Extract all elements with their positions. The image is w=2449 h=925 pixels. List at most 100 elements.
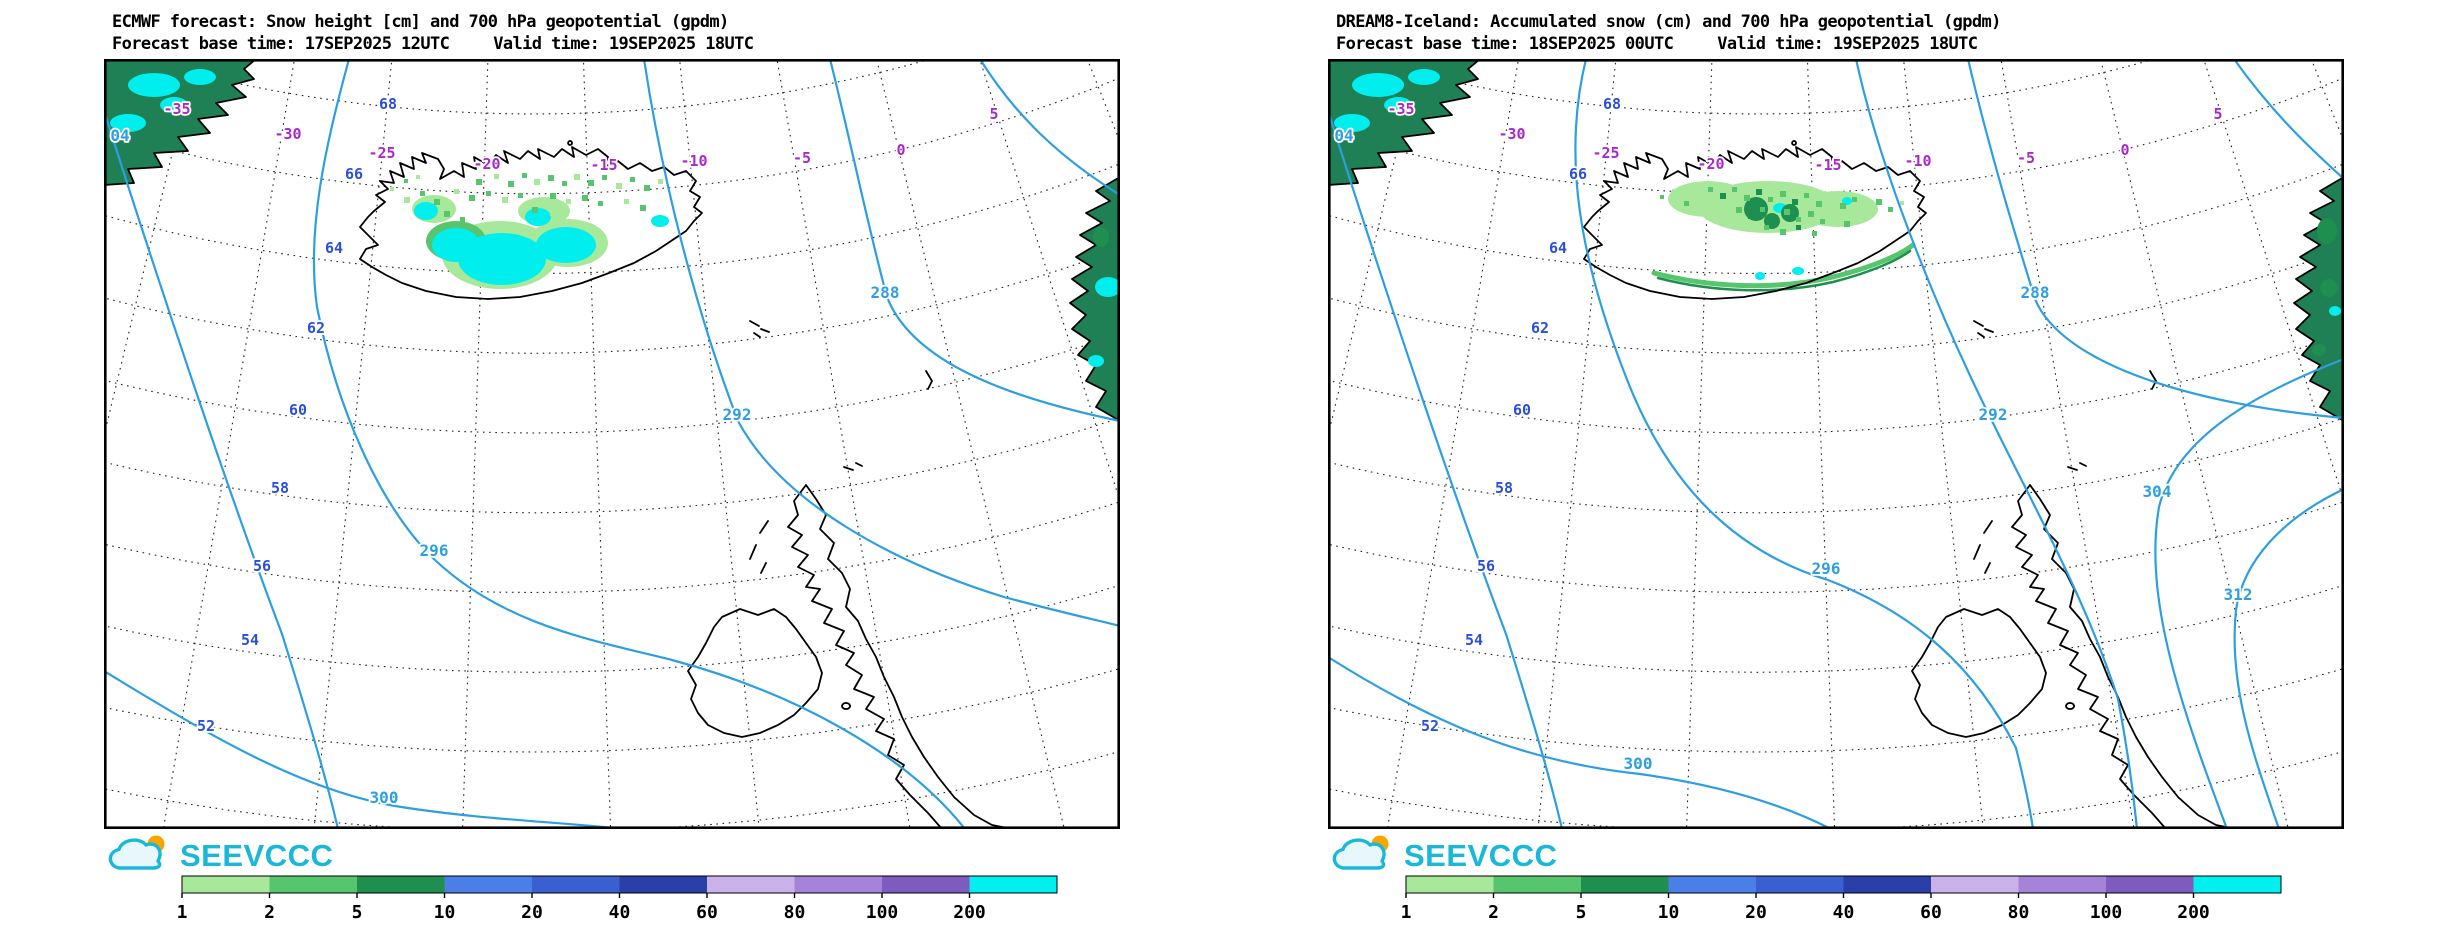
panel-dream8: DREAM8-Iceland: Accumulated snow (cm) an…: [1224, 0, 2448, 925]
small-island-coastline: [1984, 562, 1991, 574]
colorbar-tick-label: 80: [784, 902, 806, 923]
small-island-coastline: [1973, 544, 1981, 560]
panel-ecmwf: ECMWF forecast: Snow height [cm] and 700…: [0, 0, 1224, 925]
colorbar-segment: [882, 876, 970, 893]
small-island-coastline: [1984, 328, 1994, 333]
longitude-label: 0: [896, 141, 905, 159]
colorbar-tick-label: 200: [953, 902, 986, 923]
longitude-label: -25: [1592, 144, 1619, 162]
map-content: 04 288 292 296 300 304 312 -35 -30 -25 -20 -15 -10 -5…: [1328, 59, 2344, 829]
small-island-coastline: [1983, 520, 1993, 534]
small-island-coastline: [1791, 140, 1797, 146]
geopotential-contour-label: 04: [1334, 126, 1353, 145]
snow-patch: [1384, 97, 1412, 113]
logo-cloud-icon: [1332, 838, 1386, 870]
longitude-label: 0: [2120, 141, 2129, 159]
latitude-label: 66: [345, 165, 363, 183]
colorbar-tick-label: 5: [352, 902, 363, 923]
forecast-base-time: Forecast base time: 18SEP2025 00UTC: [1336, 34, 1674, 54]
colorbar-tick-label: 80: [2008, 902, 2030, 923]
colorbar-segment: [969, 876, 1057, 893]
latitude-label: 54: [1465, 631, 1483, 649]
colorbar-segment: [794, 876, 882, 893]
geopotential-contour-label: 288: [2021, 283, 2050, 302]
great-britain-coastline: [787, 484, 1013, 829]
valid-time: Valid time: 19SEP2025 18UTC: [493, 34, 754, 54]
logo-text: SEEVCCC: [180, 838, 333, 873]
colorbar-tick-label: 2: [1488, 902, 1499, 923]
geopotential-contour-label: 292: [1979, 405, 2008, 424]
colorbar-tick-label: 60: [696, 902, 718, 923]
latitude-label: 64: [1549, 239, 1567, 257]
latitude-label: 68: [1603, 95, 1621, 113]
latitude-label: 52: [197, 717, 215, 735]
colorbar-tick-label: 100: [866, 902, 899, 923]
small-island-coastline: [843, 466, 854, 471]
longitude-label: -35: [163, 100, 190, 118]
map-dream8: 04 288 292 296 300 304 312 -35 -30 -25 -20 -15 -10 -5…: [1328, 59, 2344, 829]
colorbar-tick-label: 10: [1658, 902, 1680, 923]
geopotential-contour-label: 300: [370, 788, 399, 807]
colorbar-segment: [1756, 876, 1844, 893]
snow-patch: [1095, 277, 1120, 297]
iceland-coastline: [1583, 146, 1927, 300]
snow-patch: [184, 69, 216, 85]
snow-patch: [2317, 218, 2337, 244]
ireland-coastline: [687, 608, 823, 738]
norway-coast: [2293, 176, 2344, 422]
colorbar-tick-label: 20: [1745, 902, 1767, 923]
colorbar-segment: [1581, 876, 1669, 893]
map-ecmwf: 04 288 292 296 300 -35 -30 -25 -20 -15 -10 -5 0 5 68 66…: [104, 59, 1120, 829]
colorbar-segment: [707, 876, 795, 893]
colorbar-segment: [1493, 876, 1581, 893]
colorbar-tick-label: 1: [177, 902, 188, 923]
latitude-label: 60: [289, 401, 307, 419]
longitude-label: -30: [274, 125, 301, 143]
colorbar-tick-label: 200: [2177, 902, 2210, 923]
latitude-label: 62: [1531, 319, 1549, 337]
latitude-label: 56: [253, 557, 271, 575]
longitude-label: -15: [590, 156, 617, 174]
seevccc-logo: SEEVCCC: [1332, 835, 1557, 873]
colorbar-tick-label: 20: [521, 902, 543, 923]
colorbar-segment: [444, 876, 532, 893]
colorbar-tick-label: 100: [2090, 902, 2123, 923]
valid-time: Valid time: 19SEP2025 18UTC: [1717, 34, 1978, 54]
small-island-coastline: [2079, 462, 2087, 467]
longitude-label: -35: [1387, 100, 1414, 118]
small-island-coastline: [567, 140, 573, 146]
geopotential-contour-label: 288: [871, 283, 900, 302]
geopotential-contour-label: 296: [1812, 559, 1841, 578]
colorbar-tick-label: 40: [609, 902, 631, 923]
snow-patch: [1352, 73, 1404, 97]
snow-patch: [160, 97, 188, 113]
longitude-label: -25: [368, 144, 395, 162]
colorbar-segment: [619, 876, 707, 893]
small-island-coastline: [2067, 466, 2078, 471]
colorbar-segment: [1843, 876, 1931, 893]
norway-coast: [1069, 176, 1120, 422]
small-island-coastline: [855, 462, 863, 467]
latitude-label: 58: [271, 479, 289, 497]
snow-patch: [1408, 69, 1440, 85]
colorbar-segment: [269, 876, 357, 893]
latitude-label: 54: [241, 631, 259, 649]
longitude-label: -20: [473, 155, 500, 173]
logo-cloud-icon: [108, 838, 162, 870]
longitude-label: -5: [793, 149, 811, 167]
map-frame: [1328, 59, 2344, 829]
colorbar-segment: [1668, 876, 1756, 893]
small-island-coastline: [749, 320, 760, 327]
geopotential-contour-label: 300: [1624, 754, 1653, 773]
latitude-label: 52: [1421, 717, 1439, 735]
panel-footer: SEEVCCC 1 2 5 10 20 40 60 80 100 200: [104, 829, 1120, 925]
geopotential-contour-label: 312: [2224, 585, 2253, 604]
panel-subtitle: Forecast base time: 18SEP2025 00UTC Valid…: [1336, 33, 2448, 55]
longitude-label: -20: [1697, 155, 1724, 173]
latitude-label: 60: [1513, 401, 1531, 419]
panel-header-dream8: DREAM8-Iceland: Accumulated snow (cm) an…: [1224, 0, 2448, 59]
colorbar-tick-label: 60: [1920, 902, 1942, 923]
snow-patch: [1093, 227, 1109, 247]
colorbar-segment: [182, 876, 270, 893]
